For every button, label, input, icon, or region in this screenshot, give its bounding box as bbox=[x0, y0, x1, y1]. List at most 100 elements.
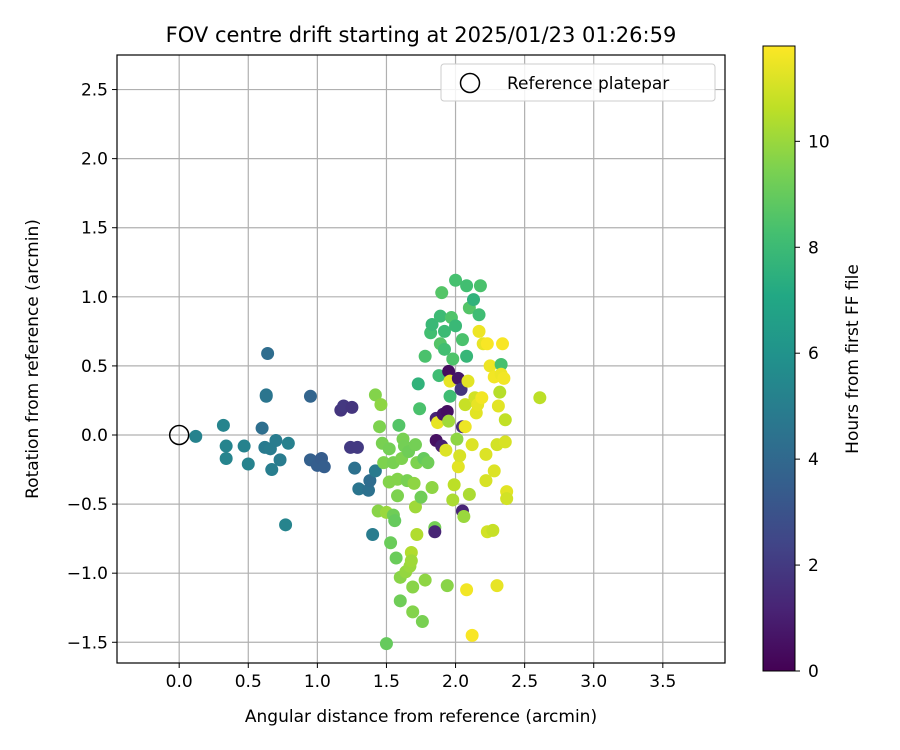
y-tick-label: −1.5 bbox=[67, 633, 108, 653]
y-axis-ticks: −1.5 −1.0 −0.5 0.0 0.5 1.0 1.5 2.0 2.5 bbox=[67, 81, 117, 653]
scatter-point bbox=[493, 385, 507, 399]
scatter-point bbox=[413, 402, 427, 416]
y-tick-label: 1.5 bbox=[81, 219, 108, 239]
scatter-point bbox=[461, 374, 475, 388]
colorbar-tick-label: 6 bbox=[808, 344, 819, 364]
scatter-point bbox=[496, 337, 510, 351]
scatter-point bbox=[498, 435, 512, 449]
scatter-point bbox=[265, 463, 279, 477]
scatter-point bbox=[406, 605, 420, 619]
colorbar-ticks: 0 2 4 6 8 10 bbox=[795, 132, 830, 682]
scatter-point bbox=[449, 319, 463, 333]
x-axis-ticks: 0.0 0.5 1.0 1.5 2.0 2.5 3.0 3.5 bbox=[166, 663, 676, 692]
scatter-point bbox=[472, 308, 486, 322]
scatter-point bbox=[352, 482, 366, 496]
scatter-point bbox=[350, 440, 364, 454]
scatter-point bbox=[462, 487, 476, 501]
x-tick-label: 1.0 bbox=[304, 672, 331, 692]
scatter-point bbox=[391, 489, 405, 503]
scatter-point bbox=[449, 273, 463, 287]
scatter-point bbox=[303, 389, 317, 403]
scatter-point bbox=[443, 389, 457, 403]
scatter-point bbox=[498, 413, 512, 427]
colorbar-tick-label: 4 bbox=[808, 450, 819, 470]
scatter-point bbox=[389, 551, 403, 565]
scatter-point bbox=[446, 493, 460, 507]
scatter-point bbox=[453, 449, 467, 463]
scatter-point bbox=[458, 420, 472, 434]
scatter-point bbox=[465, 438, 479, 452]
scatter-point bbox=[497, 371, 511, 385]
y-tick-label: −0.5 bbox=[67, 495, 108, 515]
colorbar-tick-label: 10 bbox=[808, 132, 830, 152]
scatter-point bbox=[189, 429, 203, 443]
scatter-point bbox=[447, 478, 461, 492]
x-tick-label: 3.0 bbox=[580, 672, 607, 692]
scatter-point bbox=[408, 438, 422, 452]
y-tick-label: 0.0 bbox=[81, 426, 108, 446]
grid bbox=[117, 55, 725, 663]
scatter-point bbox=[418, 573, 432, 587]
scatter-point bbox=[491, 399, 505, 413]
reference-point bbox=[168, 424, 190, 446]
y-tick-label: 2.0 bbox=[81, 150, 108, 170]
scatter-point bbox=[460, 349, 474, 363]
scatter-point bbox=[379, 637, 393, 651]
scatter-point bbox=[472, 324, 486, 338]
legend-box bbox=[440, 63, 716, 102]
scatter-point bbox=[269, 434, 283, 448]
scatter-point bbox=[435, 286, 449, 300]
x-tick-label: 0.0 bbox=[166, 672, 193, 692]
scatter-point bbox=[500, 492, 514, 506]
scatter-point bbox=[415, 615, 429, 629]
scatter-point bbox=[425, 317, 439, 331]
scatter-point bbox=[455, 333, 469, 347]
scatter-point bbox=[437, 324, 451, 338]
chart-title: FOV centre drift starting at 2025/01/23 … bbox=[166, 23, 677, 47]
scatter-point bbox=[451, 460, 465, 474]
x-axis-label: Angular distance from reference (arcmin) bbox=[245, 707, 597, 727]
colorbar-gradient bbox=[762, 45, 796, 672]
scatter-point bbox=[479, 447, 493, 461]
legend-label: Reference platepar bbox=[507, 74, 669, 94]
scatter-point bbox=[407, 476, 421, 490]
scatter-point bbox=[480, 337, 494, 351]
scatter-point bbox=[382, 442, 396, 456]
colorbar-tick-label: 2 bbox=[808, 556, 819, 576]
scatter-point bbox=[442, 364, 456, 378]
scatter-point bbox=[439, 443, 453, 457]
colorbar-tick-label: 0 bbox=[808, 662, 819, 682]
legend-marker-icon bbox=[459, 72, 481, 94]
scatter-point bbox=[273, 453, 287, 467]
colorbar-tick-label: 8 bbox=[808, 238, 819, 258]
scatter-point bbox=[533, 391, 547, 405]
scatter-point bbox=[241, 457, 255, 471]
scatter-point bbox=[446, 352, 460, 366]
scatter-point bbox=[467, 293, 481, 307]
colorbar: 0 2 4 6 8 10 Hours from first FF file bbox=[762, 45, 863, 682]
scatter-point bbox=[255, 421, 269, 435]
scatter-point bbox=[440, 405, 454, 419]
scatter-point bbox=[279, 518, 293, 532]
scatter-point bbox=[442, 414, 456, 428]
scatter-point bbox=[261, 346, 275, 360]
scatter-point bbox=[393, 594, 407, 608]
scatter-point bbox=[460, 583, 474, 597]
scatter-point bbox=[392, 418, 406, 432]
scatter-point bbox=[317, 460, 331, 474]
scatter-point bbox=[450, 432, 464, 446]
scatter-point bbox=[377, 456, 391, 470]
scatter-point bbox=[486, 523, 500, 537]
scatter-point bbox=[425, 481, 439, 495]
scatter-point bbox=[428, 525, 442, 539]
scatter-point bbox=[458, 398, 472, 412]
scatter-point bbox=[361, 483, 375, 497]
x-tick-label: 1.5 bbox=[373, 672, 400, 692]
scatter-point bbox=[465, 628, 479, 642]
x-tick-label: 2.0 bbox=[442, 672, 469, 692]
scatter-point bbox=[440, 579, 454, 593]
plot-frame bbox=[116, 54, 726, 664]
scatter-point bbox=[404, 554, 418, 568]
scatter-point bbox=[219, 451, 233, 465]
